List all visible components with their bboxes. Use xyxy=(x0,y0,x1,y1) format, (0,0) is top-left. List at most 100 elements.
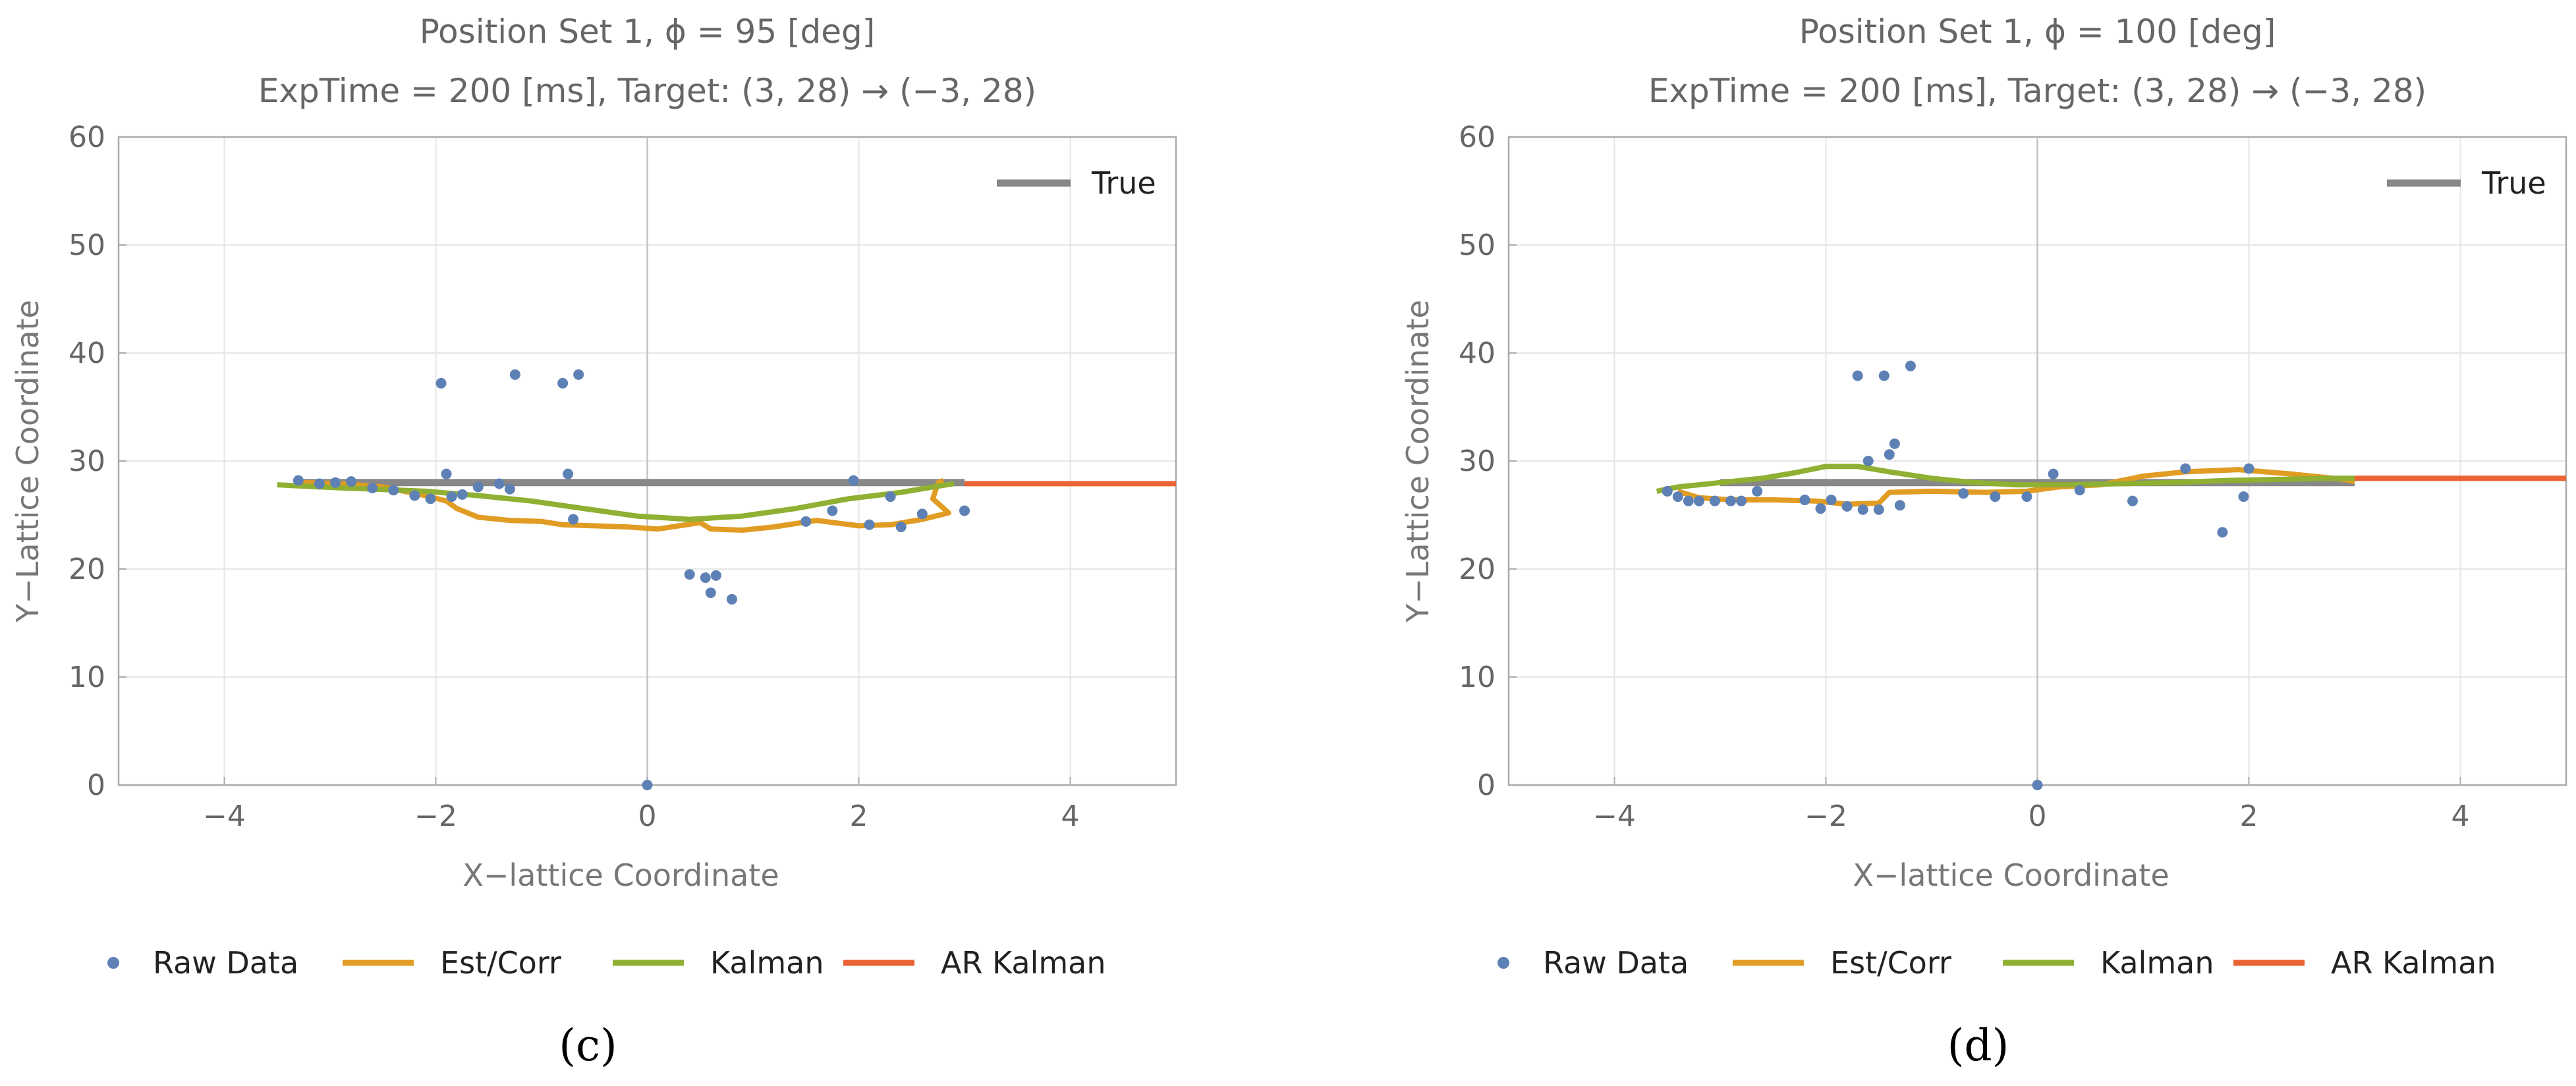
series-line-est-corr xyxy=(1677,467,2355,507)
data-point xyxy=(1725,495,1737,506)
series-line-est-corr xyxy=(298,477,951,533)
data-point xyxy=(705,587,716,599)
data-point xyxy=(367,483,378,493)
data-point xyxy=(2074,485,2085,496)
y-axis-label: Y−Lattice Coordinate xyxy=(1400,300,1436,623)
data-point xyxy=(800,516,812,527)
series-line-kalman xyxy=(277,481,955,522)
data-point xyxy=(895,522,907,533)
data-point xyxy=(2032,780,2043,790)
chart-title: Position Set 1, ϕ = 95 [deg] xyxy=(420,13,876,51)
panel-label: (d) xyxy=(1947,1020,2009,1071)
data-point xyxy=(1672,491,1683,502)
data-point xyxy=(457,489,468,500)
data-point xyxy=(1894,500,1905,511)
legend-marker-raw-data xyxy=(107,957,119,969)
data-point xyxy=(504,483,515,495)
data-point xyxy=(1815,503,1826,514)
legend-label-ar-kalman: AR Kalman xyxy=(2331,945,2496,981)
y-tick-label: 30 xyxy=(1459,445,1496,478)
data-point xyxy=(346,476,357,487)
x-axis-label: X−lattice Coordinate xyxy=(462,857,779,893)
data-point xyxy=(827,505,838,516)
data-point xyxy=(2127,495,2138,506)
y-tick-label: 10 xyxy=(69,661,105,694)
data-point xyxy=(1841,501,1853,512)
data-point xyxy=(1862,456,1874,466)
x-tick-label: 2 xyxy=(2240,800,2258,833)
legend-label-kalman: Kalman xyxy=(710,945,824,981)
data-point xyxy=(446,491,457,502)
legend-label-est-corr: Est/Corr xyxy=(1830,945,1951,981)
data-point xyxy=(1693,495,1704,506)
x-axis-label: X−lattice Coordinate xyxy=(1853,857,2169,893)
data-point xyxy=(1826,495,1837,506)
data-point xyxy=(2243,463,2254,474)
data-point xyxy=(441,468,452,479)
data-point xyxy=(1683,495,1694,506)
x-tick-label: −4 xyxy=(1593,800,1636,833)
data-point xyxy=(1752,485,1763,497)
panel-label: (c) xyxy=(559,1020,617,1071)
data-point xyxy=(409,490,420,501)
legend-label-raw-data: Raw Data xyxy=(153,945,298,981)
data-point xyxy=(509,369,520,380)
x-tick-label: 0 xyxy=(2029,800,2047,833)
data-point xyxy=(885,491,896,502)
series-est-corr xyxy=(1677,467,2355,507)
data-point xyxy=(642,780,653,790)
data-point xyxy=(916,508,928,520)
series-raw-data xyxy=(1662,360,2254,790)
series-est-corr xyxy=(298,477,951,533)
data-point xyxy=(1884,449,1895,460)
data-point xyxy=(1709,495,1720,506)
data-point xyxy=(1905,360,1916,371)
series-raw-data xyxy=(293,369,970,790)
data-point xyxy=(2048,468,2059,479)
chart-panel-d: Position Set 1, ϕ = 100 [deg] ExpTime = 2… xyxy=(1400,13,2567,1071)
y-tick-label: 0 xyxy=(1477,769,1496,802)
data-point xyxy=(493,478,505,489)
series-kalman xyxy=(1656,464,2355,494)
data-point xyxy=(1662,485,1673,497)
data-point xyxy=(2180,463,2191,474)
x-tick-label: −4 xyxy=(203,800,246,833)
y-tick-label: 30 xyxy=(69,445,105,478)
y-tick-label: 0 xyxy=(87,769,105,802)
series-kalman xyxy=(277,481,955,522)
y-tick-label: 60 xyxy=(1459,121,1496,154)
data-point xyxy=(1958,488,1969,499)
legend-label-raw-data: Raw Data xyxy=(1543,945,1689,981)
data-point xyxy=(330,477,341,488)
legend-marker-raw-data xyxy=(1498,957,1509,969)
chart-panel-c: Position Set 1, ϕ = 95 [deg] ExpTime = 20… xyxy=(10,13,1177,1071)
data-point xyxy=(848,475,859,486)
legend-label-kalman: Kalman xyxy=(2100,945,2214,981)
x-tick-label: −2 xyxy=(1805,800,1847,833)
data-point xyxy=(1852,370,1863,381)
data-point xyxy=(388,485,399,496)
data-point xyxy=(959,505,970,516)
data-point xyxy=(700,572,711,584)
legend-label-est-corr: Est/Corr xyxy=(440,945,561,981)
x-tick-label: −2 xyxy=(414,800,457,833)
chart-title: Position Set 1, ϕ = 100 [deg] xyxy=(1799,13,2276,51)
x-tick-label: 4 xyxy=(2451,800,2470,833)
data-point xyxy=(472,481,484,493)
data-point xyxy=(2238,491,2249,502)
data-point xyxy=(1857,504,1868,515)
data-point xyxy=(293,475,304,486)
data-point xyxy=(425,493,436,504)
legend: Raw Data Est/Corr Kalman AR Kalman xyxy=(1498,945,2496,981)
y-tick-label: 40 xyxy=(69,337,105,370)
y-axis-label: Y−Lattice Coordinate xyxy=(10,300,45,623)
data-point xyxy=(1799,495,1810,506)
y-tick-label: 20 xyxy=(69,553,105,586)
data-point xyxy=(568,514,579,525)
y-tick-label: 50 xyxy=(1459,229,1496,262)
data-point xyxy=(314,478,325,489)
y-tick-label: 50 xyxy=(69,229,105,262)
data-point xyxy=(864,519,875,530)
data-point xyxy=(563,468,574,479)
x-tick-label: 0 xyxy=(638,800,657,833)
